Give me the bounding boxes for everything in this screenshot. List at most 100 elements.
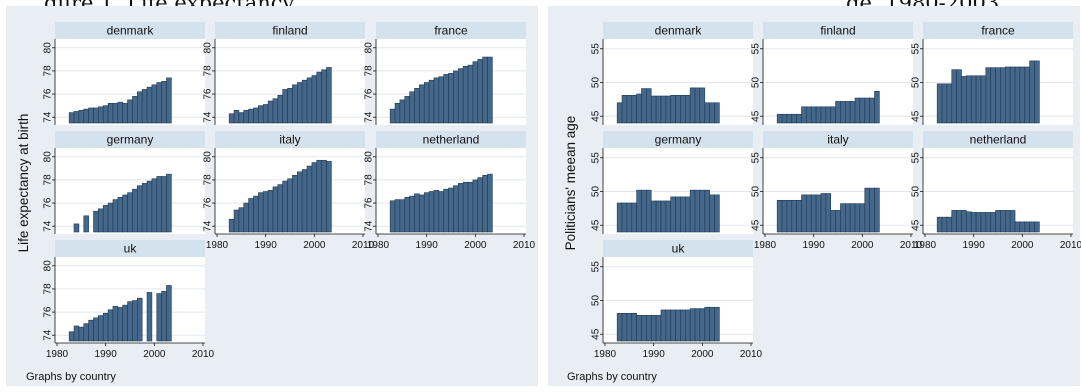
bar bbox=[228, 113, 235, 124]
bar bbox=[141, 183, 148, 233]
bar bbox=[709, 194, 715, 233]
y-tick-label: 76 bbox=[43, 88, 54, 100]
bar bbox=[117, 196, 124, 233]
bar bbox=[448, 72, 454, 124]
bar bbox=[844, 203, 851, 233]
y-tick-label: 55 bbox=[911, 43, 922, 55]
bar bbox=[801, 194, 807, 233]
y-tick-label: 50 bbox=[591, 186, 602, 198]
bar bbox=[482, 56, 488, 124]
bar bbox=[132, 96, 138, 124]
panel-strip bbox=[763, 131, 913, 148]
y-tick-label: 78 bbox=[43, 65, 54, 77]
bar bbox=[472, 179, 479, 233]
bar bbox=[98, 208, 104, 233]
bar bbox=[854, 97, 861, 124]
bar bbox=[951, 210, 957, 233]
bar bbox=[650, 315, 657, 342]
bar bbox=[1024, 66, 1030, 124]
bar bbox=[117, 307, 124, 342]
bar bbox=[78, 326, 85, 342]
y-tick-label: 74 bbox=[43, 220, 54, 232]
bar bbox=[117, 101, 124, 124]
bar bbox=[631, 313, 637, 342]
bar bbox=[936, 216, 943, 233]
x-tick-label: 1980 bbox=[367, 240, 390, 251]
bar bbox=[487, 173, 493, 233]
bar bbox=[98, 106, 104, 124]
bar bbox=[956, 210, 962, 233]
bar bbox=[311, 75, 318, 124]
bar bbox=[296, 171, 303, 233]
bar bbox=[453, 185, 459, 233]
bar bbox=[423, 192, 430, 233]
bar bbox=[443, 188, 449, 233]
x-tick-label: 1990 bbox=[95, 349, 118, 360]
panel-strip bbox=[603, 22, 753, 39]
bar bbox=[132, 300, 138, 342]
chart-1: Life expectancy at birth Graphs by countr… bbox=[6, 6, 538, 386]
bar bbox=[835, 210, 841, 233]
bar bbox=[815, 194, 822, 233]
y-tick-label: 74 bbox=[364, 111, 375, 123]
bar bbox=[680, 196, 686, 233]
y-tick-label: 50 bbox=[751, 77, 762, 89]
panel-finland: finland 74 76 78 80 bbox=[203, 22, 365, 125]
bar bbox=[689, 308, 696, 342]
bar bbox=[616, 102, 623, 124]
bar bbox=[806, 106, 812, 124]
panel-strip bbox=[603, 131, 753, 148]
bar bbox=[941, 216, 948, 233]
bar bbox=[156, 293, 162, 342]
bar bbox=[132, 188, 138, 233]
bar bbox=[849, 203, 856, 233]
bar bbox=[258, 192, 264, 233]
bar bbox=[433, 190, 440, 233]
bar bbox=[122, 194, 128, 233]
bar bbox=[874, 90, 880, 124]
bar bbox=[655, 315, 662, 342]
panel-title: finland bbox=[820, 24, 855, 38]
graphs-note: Graphs by country bbox=[26, 371, 116, 383]
panel-title: italy bbox=[279, 133, 300, 147]
x-tick-label: 2010 bbox=[1060, 240, 1081, 251]
bar bbox=[694, 308, 701, 342]
bar bbox=[636, 93, 642, 124]
bar bbox=[859, 97, 866, 124]
bar bbox=[238, 207, 245, 233]
bar bbox=[956, 69, 962, 124]
bar bbox=[621, 202, 628, 233]
bar bbox=[966, 75, 972, 124]
y-tick-label: 74 bbox=[203, 220, 214, 232]
bar bbox=[73, 111, 80, 124]
bar bbox=[137, 297, 143, 342]
bar bbox=[684, 309, 691, 342]
bar bbox=[321, 69, 327, 124]
bar bbox=[477, 177, 483, 233]
bar bbox=[394, 103, 401, 124]
bar bbox=[684, 95, 691, 124]
bar bbox=[243, 109, 249, 124]
panel-finland: finland 45 50 55 bbox=[751, 22, 913, 125]
bar bbox=[306, 77, 313, 124]
bar bbox=[272, 186, 279, 233]
bar bbox=[825, 106, 831, 124]
bar bbox=[1019, 221, 1026, 233]
bar bbox=[830, 210, 836, 233]
bar bbox=[112, 103, 119, 124]
y-tick-label: 76 bbox=[43, 306, 54, 318]
bar bbox=[438, 191, 445, 233]
bar bbox=[83, 215, 89, 233]
bar bbox=[781, 113, 788, 124]
bar bbox=[796, 113, 802, 124]
panel-france: france 74 76 78 80 bbox=[364, 22, 526, 125]
bar bbox=[423, 82, 430, 124]
bar bbox=[781, 199, 788, 233]
bar bbox=[122, 304, 128, 342]
bar bbox=[825, 193, 831, 233]
y-tick-label: 76 bbox=[364, 88, 375, 100]
bar bbox=[786, 113, 793, 124]
y-tick-label: 55 bbox=[751, 152, 762, 164]
bar bbox=[404, 196, 410, 233]
bar bbox=[321, 159, 327, 233]
